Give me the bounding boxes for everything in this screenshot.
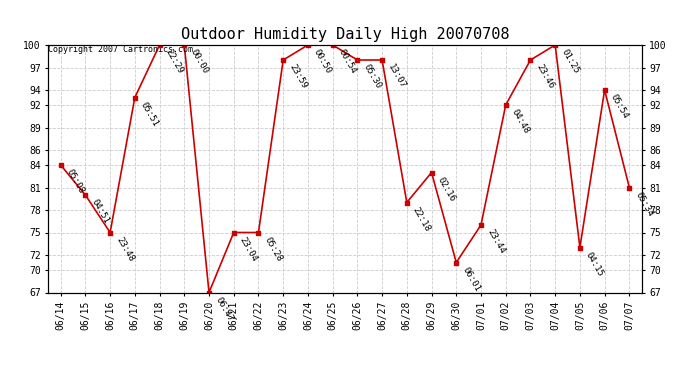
- Point: [525, 57, 536, 63]
- Text: 05:30: 05:30: [362, 63, 383, 90]
- Text: 23:04: 23:04: [238, 235, 259, 263]
- Point: [55, 162, 66, 168]
- Text: 05:51: 05:51: [139, 100, 160, 128]
- Point: [179, 42, 190, 48]
- Point: [624, 184, 635, 190]
- Text: 05:34: 05:34: [633, 190, 655, 218]
- Point: [500, 102, 511, 108]
- Text: 23:46: 23:46: [535, 63, 556, 90]
- Point: [105, 230, 116, 236]
- Text: Copyright 2007 Cartronics.com: Copyright 2007 Cartronics.com: [48, 45, 193, 54]
- Point: [451, 260, 462, 266]
- Point: [599, 87, 610, 93]
- Text: 04:51: 04:51: [90, 198, 111, 225]
- Point: [228, 230, 239, 236]
- Point: [426, 170, 437, 176]
- Text: 00:50: 00:50: [312, 48, 333, 75]
- Text: 01:25: 01:25: [560, 48, 580, 75]
- Point: [80, 192, 91, 198]
- Title: Outdoor Humidity Daily High 20070708: Outdoor Humidity Daily High 20070708: [181, 27, 509, 42]
- Point: [550, 42, 561, 48]
- Text: 04:48: 04:48: [510, 108, 531, 135]
- Point: [129, 94, 140, 100]
- Point: [402, 200, 413, 206]
- Point: [574, 244, 585, 250]
- Point: [302, 42, 313, 48]
- Point: [253, 230, 264, 236]
- Text: 05:08: 05:08: [65, 168, 86, 195]
- Point: [377, 57, 388, 63]
- Point: [352, 57, 363, 63]
- Point: [277, 57, 288, 63]
- Text: 05:28: 05:28: [263, 235, 284, 263]
- Text: 23:48: 23:48: [115, 235, 135, 263]
- Text: 13:07: 13:07: [386, 63, 408, 90]
- Point: [475, 222, 486, 228]
- Point: [204, 290, 215, 296]
- Text: 05:54: 05:54: [609, 93, 630, 120]
- Point: [327, 42, 338, 48]
- Text: 06:47: 06:47: [213, 295, 235, 323]
- Text: 00:54: 00:54: [337, 48, 358, 75]
- Text: 22:18: 22:18: [411, 205, 432, 233]
- Text: 06:01: 06:01: [460, 265, 482, 293]
- Point: [154, 42, 165, 48]
- Text: 23:59: 23:59: [287, 63, 308, 90]
- Text: 23:44: 23:44: [485, 228, 506, 255]
- Text: 02:16: 02:16: [435, 175, 457, 203]
- Text: 04:15: 04:15: [584, 250, 605, 278]
- Text: 00:00: 00:00: [188, 48, 210, 75]
- Text: 22:29: 22:29: [164, 48, 185, 75]
